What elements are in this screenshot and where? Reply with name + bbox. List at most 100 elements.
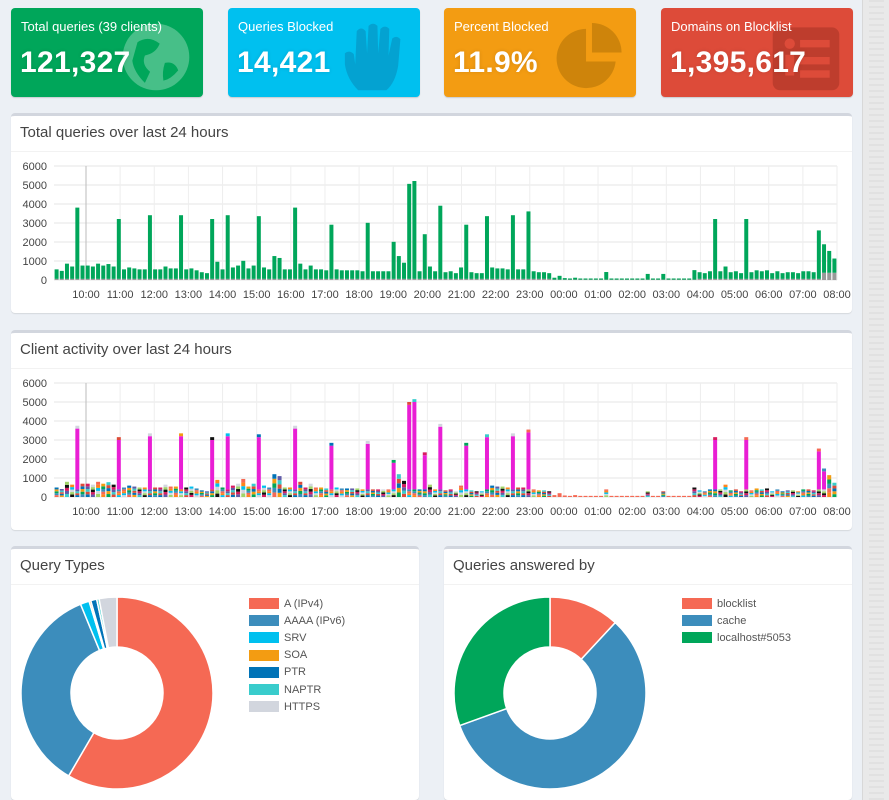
client-segment — [526, 495, 531, 497]
client-segment — [179, 433, 184, 437]
queries-blocked-tile[interactable]: Queries Blocked 14,421 — [228, 8, 420, 97]
client-segment — [365, 491, 370, 494]
blocked-bar — [101, 278, 106, 280]
client-segment — [775, 492, 780, 494]
client-segment — [116, 440, 121, 490]
client-segment — [287, 491, 292, 494]
domains-blocklist-tile[interactable]: Domains on Blocklist 1,395,617 — [661, 8, 853, 97]
legend-item[interactable]: HTTPS — [249, 698, 345, 715]
legend-item[interactable]: A (IPv4) — [249, 595, 345, 612]
client-segment — [313, 487, 318, 490]
client-segment — [225, 493, 230, 496]
client-segment — [147, 495, 152, 497]
client-segment — [687, 495, 692, 497]
blocked-bar — [376, 278, 381, 280]
client-segment — [225, 489, 230, 492]
client-segment — [199, 495, 204, 497]
total-queries-tile[interactable]: Total queries (39 clients) 121,327 — [11, 8, 203, 97]
permitted-bar — [474, 273, 479, 279]
client-segment — [412, 399, 417, 402]
client-segment — [137, 495, 142, 497]
blocked-bar — [396, 278, 401, 280]
client-segment — [500, 490, 505, 493]
x-tick-label: 10:00 — [72, 289, 100, 301]
client-segment — [728, 491, 733, 494]
legend-item[interactable]: localhost#5053 — [682, 629, 791, 646]
client-segment — [832, 491, 837, 495]
client-segment — [324, 491, 329, 494]
client-segment — [822, 495, 827, 497]
client-segment — [85, 489, 90, 492]
blocked-bar — [215, 278, 220, 280]
client-segment — [490, 494, 495, 497]
client-segment — [765, 488, 769, 491]
blocked-bar — [168, 278, 173, 280]
client-segment — [723, 494, 728, 497]
percent-blocked-tile[interactable]: Percent Blocked 11.9% — [444, 8, 636, 97]
client-segment — [355, 493, 360, 496]
legend-item[interactable]: NAPTR — [249, 681, 345, 698]
blocked-bar — [427, 278, 432, 280]
permitted-bar — [365, 222, 370, 279]
queries-bar-chart[interactable]: 0 1000 2000 3000 4000 5000 6000 10:00 11:00 12:00… — [11, 116, 852, 313]
permitted-bar — [262, 267, 267, 279]
legend-item[interactable]: AAAA (IPv6) — [249, 612, 345, 629]
client-segment — [282, 491, 287, 494]
client-segment — [329, 489, 334, 492]
permitted-bar — [536, 272, 541, 279]
permitted-bar — [671, 278, 676, 280]
client-segment — [583, 495, 588, 497]
x-tick-label: 08:00 — [823, 506, 851, 518]
client-segment — [137, 491, 142, 494]
client-segment — [547, 493, 552, 495]
client-segment — [692, 489, 697, 492]
client-segment — [308, 494, 313, 497]
client-segment — [339, 488, 344, 491]
legend-item[interactable]: cache — [682, 612, 791, 629]
client-segment — [780, 491, 785, 493]
client-segment — [692, 491, 697, 494]
permitted-bar — [765, 270, 769, 279]
legend-item[interactable]: blocklist — [682, 595, 791, 612]
legend-swatch — [682, 615, 712, 627]
permitted-bar — [749, 272, 754, 279]
answered-donut[interactable] — [444, 585, 664, 800]
queries-chart-title: Total queries over last 24 hours — [20, 124, 229, 141]
pie-slice — [453, 596, 551, 727]
blocked-bar — [251, 278, 256, 280]
legend-swatch — [249, 615, 279, 627]
client-segment — [438, 491, 443, 494]
legend-item[interactable]: SRV — [249, 629, 345, 646]
client-segment — [765, 490, 769, 492]
legend-item[interactable]: SOA — [249, 647, 345, 664]
client-segment — [319, 493, 324, 496]
client-segment — [702, 494, 707, 496]
client-segment — [85, 486, 90, 490]
client-segment — [811, 494, 816, 496]
clients-bar-chart[interactable]: 0 1000 2000 3000 4000 5000 6000 10:00 11:00 12:00… — [11, 333, 852, 530]
blocked-bar — [334, 278, 339, 280]
blocked-bar — [59, 278, 64, 280]
client-segment — [754, 488, 759, 491]
client-segment — [448, 489, 453, 491]
client-segment — [370, 495, 375, 497]
client-segment — [459, 490, 464, 493]
permitted-bar — [282, 269, 287, 279]
client-segment — [344, 495, 349, 497]
query-types-donut[interactable] — [11, 585, 231, 800]
pie-slice — [458, 621, 647, 790]
permitted-bar — [578, 278, 583, 280]
x-tick-label: 01:00 — [584, 289, 612, 301]
client-segment — [785, 494, 790, 496]
x-tick-label: 15:00 — [243, 506, 271, 518]
client-segment — [122, 487, 126, 490]
client-segment — [796, 494, 801, 496]
client-segment — [785, 491, 790, 494]
client-segment — [189, 492, 194, 495]
client-segment — [490, 490, 495, 493]
x-tick-label: 20:00 — [414, 289, 442, 301]
client-segment — [360, 492, 365, 494]
legend-item[interactable]: PTR — [249, 664, 345, 681]
answered-panel: Queries answered by blocklist cache localh… — [444, 546, 852, 800]
page-scrollbar[interactable] — [862, 0, 889, 800]
